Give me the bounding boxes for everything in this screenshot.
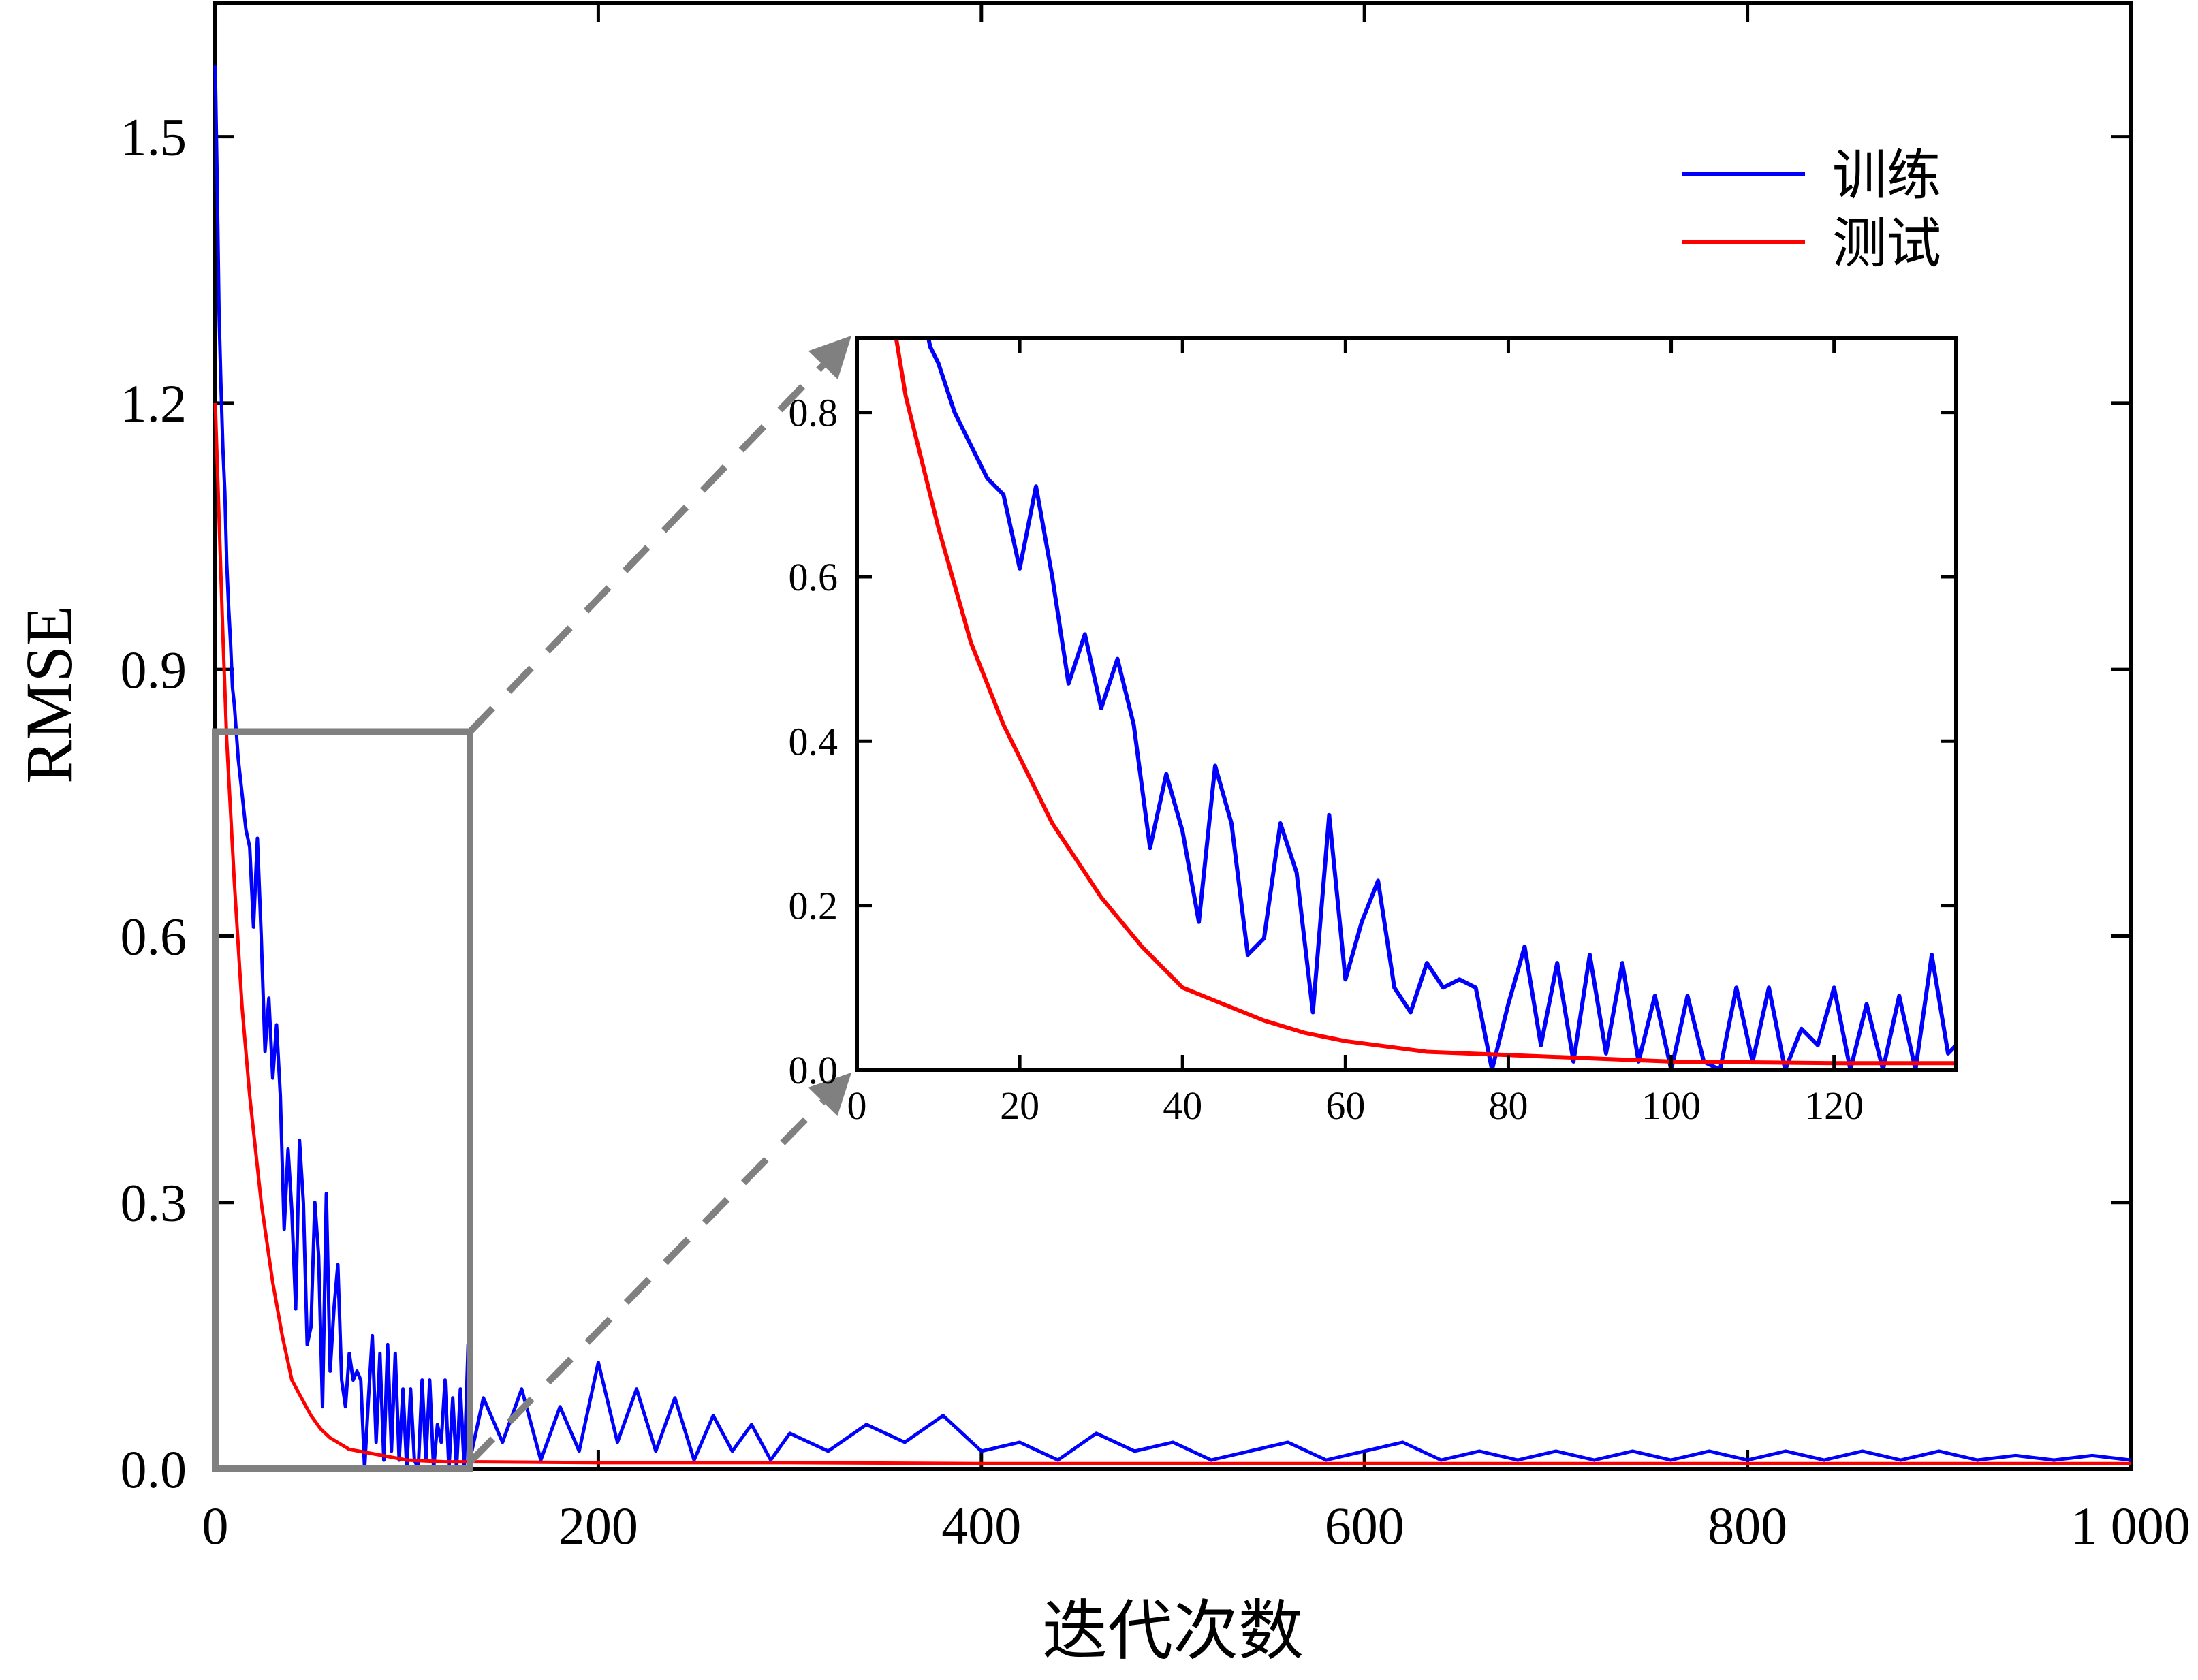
y-tick-label: 0.6 xyxy=(121,906,187,966)
x-tick-label: 0 xyxy=(202,1496,229,1555)
inset-x-tick-label: 0 xyxy=(847,1083,867,1128)
zoom-indicator xyxy=(212,336,851,1472)
inset-axis-ticks: 0 20 40 60 80 100 120 0.0 0.2 0.4 0.6 0.8 xyxy=(789,338,1956,1128)
x-tick-label: 1 000 xyxy=(2071,1496,2191,1555)
y-tick-label: 1.2 xyxy=(121,374,187,433)
inset-y-tick-label: 0.8 xyxy=(789,391,838,435)
y-tick-label: 0.3 xyxy=(121,1173,187,1233)
inset-x-tick-label: 100 xyxy=(1642,1083,1701,1128)
y-tick-label: 0.9 xyxy=(121,640,187,699)
legend-label-test: 测试 xyxy=(1832,215,1941,274)
zoom-arrow-bottom-head xyxy=(808,1073,851,1116)
x-tick-label: 800 xyxy=(1708,1496,1787,1555)
series-line-test xyxy=(213,402,2131,1465)
x-axis-title: 迭代次数 xyxy=(1042,1595,1304,1668)
inset-series-line-train xyxy=(926,338,1956,1070)
legend-label-train: 训练 xyxy=(1832,146,1941,206)
inset-x-tick-label: 20 xyxy=(1000,1083,1039,1128)
y-tick-label: 1.5 xyxy=(121,108,187,167)
inset-series-line-test xyxy=(894,338,1956,1066)
legend: 训练 测试 xyxy=(1682,146,1941,274)
inset-x-tick-label: 40 xyxy=(1163,1083,1202,1128)
inset-y-tick-label: 0.2 xyxy=(789,884,838,928)
x-tick-label: 400 xyxy=(941,1496,1021,1555)
inset-y-tick-label: 0.4 xyxy=(789,719,838,763)
inset-x-tick-label: 120 xyxy=(1804,1083,1864,1128)
zoom-box xyxy=(212,728,473,1472)
inset-y-tick-label: 0.6 xyxy=(789,555,838,599)
inset-plot-frame xyxy=(855,336,1958,1072)
zoom-arrow-bottom-shaft xyxy=(467,1099,826,1465)
zoom-arrow-top-shaft xyxy=(467,362,826,734)
inset-x-tick-label: 60 xyxy=(1325,1083,1365,1128)
y-axis-title: RMSE xyxy=(12,605,85,783)
inset-series xyxy=(894,338,1956,1070)
x-tick-label: 600 xyxy=(1325,1496,1404,1555)
inset-x-tick-label: 80 xyxy=(1488,1083,1528,1128)
inset-y-tick-label: 0.0 xyxy=(789,1048,838,1092)
inset-plot-background xyxy=(857,338,1956,1070)
zoom-arrow-top-head xyxy=(808,336,851,380)
y-tick-label: 0.0 xyxy=(121,1440,187,1499)
inset-plot-area xyxy=(894,338,1956,1070)
x-tick-label: 200 xyxy=(559,1496,638,1555)
